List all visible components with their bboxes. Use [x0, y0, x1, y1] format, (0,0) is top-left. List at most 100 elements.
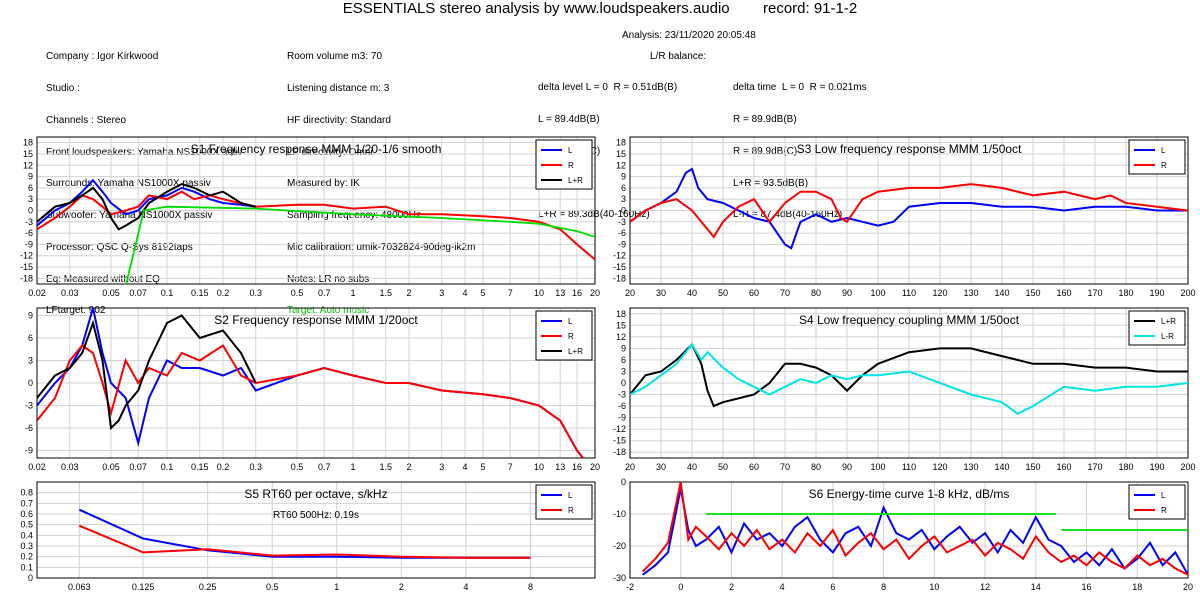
- y-tick-label: -6: [25, 228, 33, 238]
- info-lr-sum-b: L+R = 93.5dB(B): [733, 177, 809, 189]
- legend-box: [1128, 484, 1186, 520]
- y-tick-label: 6: [28, 333, 33, 343]
- legend-label: L+R: [1161, 317, 1176, 326]
- legend-box: [1128, 310, 1186, 346]
- legend-box: [1128, 139, 1186, 175]
- x-tick-label: 130: [963, 462, 978, 472]
- x-tick-label: 1: [351, 462, 356, 472]
- x-tick-label: 130: [963, 288, 978, 298]
- chart-legend: LR L+R: [535, 310, 593, 361]
- legend-label: R: [568, 161, 574, 170]
- x-tick-label: 110: [902, 462, 916, 472]
- info-listening-distance: Listening distance m: 3: [287, 82, 390, 94]
- legend-label: R: [1161, 506, 1167, 515]
- x-tick-label: 0: [678, 582, 683, 592]
- info-notes: Notes: LR no subs: [287, 273, 370, 285]
- x-tick-label: 200: [1180, 462, 1195, 472]
- series-l: [37, 178, 256, 227]
- x-tick-label: 14: [1031, 582, 1041, 592]
- y-tick-label: -18: [613, 447, 626, 457]
- info-company: Company : Igor Kirkwood: [46, 51, 159, 63]
- info-target: Target: Auto music: [287, 305, 370, 317]
- x-tick-label: 0.03: [61, 462, 79, 472]
- x-tick-label: 180: [1118, 288, 1133, 298]
- plot-frame: [36, 307, 596, 459]
- y-tick-label: 9: [28, 172, 33, 182]
- y-tick-label: 9: [28, 311, 33, 321]
- x-tick-label: 160: [1056, 288, 1071, 298]
- x-tick-label: 190: [1149, 462, 1164, 472]
- x-tick-label: 0.5: [266, 582, 279, 592]
- x-tick-label: 50: [718, 288, 728, 298]
- y-tick-label: 0: [28, 206, 33, 216]
- x-tick-label: 1: [334, 582, 339, 592]
- series-r: [641, 482, 1188, 576]
- x-tick-label: 0.7: [318, 288, 331, 298]
- x-tick-label: 100: [870, 288, 885, 298]
- x-tick-label: 13: [555, 288, 565, 298]
- chart-legend: L+R L-R: [1128, 310, 1186, 346]
- y-tick-label: 12: [23, 160, 33, 170]
- x-tick-label: 2: [406, 288, 411, 298]
- x-tick-label: 0.5: [291, 462, 304, 472]
- y-tick-label: 0.8: [20, 488, 33, 498]
- series-l: [37, 308, 585, 458]
- series-l-r: [37, 183, 257, 231]
- y-tick-label: 9: [621, 172, 626, 182]
- chart-s3: 20 30 40 50 60 70 80 90 100 110 120 130 140 150 160 170…: [613, 136, 1196, 298]
- x-tick-label: 20: [625, 462, 635, 472]
- y-tick-label: 0: [28, 378, 33, 388]
- y-tick-label: 18: [616, 309, 626, 319]
- chart-s2: 0.02 0.03 0.05 0.07 0.1 0.15 0.2 0.3 0.5 0.7 1 1.5 2…: [25, 307, 600, 472]
- x-tick-label: 5: [481, 288, 486, 298]
- info-column-4: delta time L = 0 R = 0.021ms R = 89.9dB(…: [733, 62, 867, 232]
- legend-label: L+R: [568, 176, 583, 185]
- y-tick-label: -6: [25, 423, 33, 433]
- y-tick-label: -3: [618, 217, 626, 227]
- x-tick-label: 16: [572, 288, 582, 298]
- x-tick-label: 50: [718, 462, 728, 472]
- series-l: [642, 488, 1188, 576]
- y-tick-label: 12: [616, 160, 626, 170]
- x-tick-label: -2: [626, 582, 634, 592]
- x-tick-label: 2: [406, 462, 411, 472]
- y-tick-label: 0: [621, 378, 626, 388]
- y-tick-label: 15: [23, 149, 33, 159]
- info-hf-directivity: HF directivity: Standard: [287, 114, 391, 126]
- info-delta-time: delta time L = 0 R = 0.021ms: [733, 82, 867, 94]
- x-tick-label: 10: [534, 462, 544, 472]
- info-r-level-c: R = 89.9dB(C): [733, 145, 798, 157]
- y-tick-label: 0.6: [20, 509, 33, 519]
- x-tick-label: 8: [528, 582, 533, 592]
- x-tick-label: 2: [399, 582, 404, 592]
- y-tick-label: 12: [616, 332, 626, 342]
- x-tick-label: 30: [656, 288, 666, 298]
- legend-label: R: [568, 506, 574, 515]
- x-tick-label: 0.07: [129, 462, 147, 472]
- x-tick-label: 170: [1087, 288, 1102, 298]
- chart-legend: LR: [1128, 484, 1186, 520]
- chart-legend: LR: [535, 484, 593, 520]
- x-tick-label: 0.15: [191, 288, 209, 298]
- y-tick-label: 18: [23, 138, 33, 148]
- info-lr-balance-title: L/R balance:: [650, 51, 707, 62]
- x-tick-label: 90: [842, 288, 852, 298]
- y-tick-label: 6: [28, 183, 33, 193]
- y-tick-label: -12: [20, 251, 33, 261]
- info-lftarget: LFtarget: 902: [46, 305, 106, 317]
- series-r: [630, 183, 1188, 239]
- x-tick-label: 200: [1180, 288, 1195, 298]
- x-tick-label: 1.5: [380, 288, 393, 298]
- x-tick-label: 0.5: [291, 288, 304, 298]
- x-tick-label: 0.2: [217, 288, 230, 298]
- x-tick-label: 90: [842, 462, 852, 472]
- x-tick-label: 0.02: [28, 288, 46, 298]
- x-tick-label: 1: [351, 288, 356, 298]
- x-tick-label: 8: [881, 582, 886, 592]
- info-lf-directivity: LF directivity: Omni: [287, 146, 373, 158]
- chart-title: S4 Low frequency coupling MMM 1/50oct: [799, 313, 1020, 327]
- x-tick-label: 150: [1025, 288, 1040, 298]
- x-tick-label: 20: [590, 288, 600, 298]
- x-tick-label: 0.1: [161, 462, 174, 472]
